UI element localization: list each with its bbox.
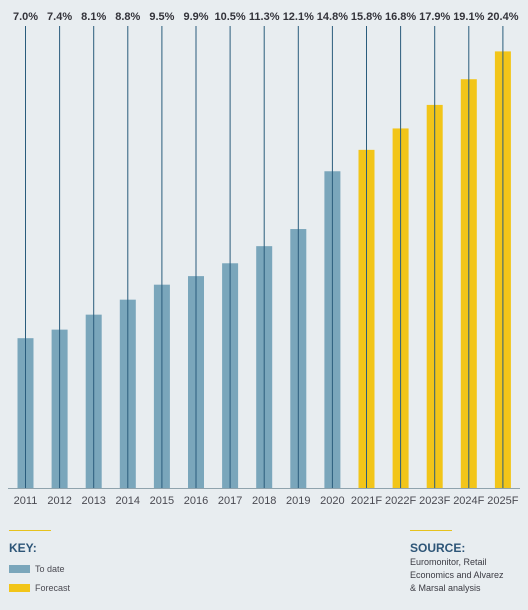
key-label-forecast: Forecast xyxy=(35,583,71,593)
bar-chart: 7.0% 2011 7.4% 2012 8.1% 2013 8.8% 2014 9.5% 2015… xyxy=(8,11,520,507)
value-label-2015: 9.5% xyxy=(149,11,174,23)
x-tick-label-2021F: 2021F xyxy=(351,495,382,507)
x-tick-label-2020: 2020 xyxy=(320,495,344,507)
x-tick-label-2025F: 2025F xyxy=(487,495,518,507)
x-tick-label-2019: 2019 xyxy=(286,495,310,507)
value-label-2018: 11.3% xyxy=(249,11,280,23)
key-item-to-date: To date xyxy=(9,563,65,575)
x-tick-label-2022F: 2022F xyxy=(385,495,416,507)
key-label-to-date: To date xyxy=(35,564,65,574)
x-tick-label-2012: 2012 xyxy=(47,495,71,507)
value-label-2019: 12.1% xyxy=(283,11,314,23)
x-tick-label-2018: 2018 xyxy=(252,495,276,507)
forecast-swatch xyxy=(9,584,30,592)
value-label-2023F: 17.9% xyxy=(419,11,450,23)
value-label-2014: 8.8% xyxy=(115,11,140,23)
x-tick-label-2016: 2016 xyxy=(184,495,208,507)
x-tick-label-2015: 2015 xyxy=(150,495,174,507)
value-label-2025F: 20.4% xyxy=(487,11,518,23)
value-label-2024F: 19.1% xyxy=(453,11,484,23)
value-label-2021F: 15.8% xyxy=(351,11,382,23)
value-label-2013: 8.1% xyxy=(81,11,106,23)
value-label-2022F: 16.8% xyxy=(385,11,416,23)
value-label-2012: 7.4% xyxy=(47,11,72,23)
x-tick-label-2023F: 2023F xyxy=(419,495,450,507)
key-item-forecast: Forecast xyxy=(9,582,70,594)
source-text: Euromonitor, Retail Economics and Alvare… xyxy=(410,557,504,593)
x-tick-label-2011: 2011 xyxy=(14,495,38,507)
key-divider xyxy=(9,530,51,531)
to-date-swatch xyxy=(9,565,30,573)
value-label-2020: 14.8% xyxy=(317,11,348,23)
value-label-2017: 10.5% xyxy=(214,11,245,23)
x-tick-label-2024F: 2024F xyxy=(453,495,484,507)
x-tick-label-2014: 2014 xyxy=(116,495,140,507)
value-label-2016: 9.9% xyxy=(183,11,208,23)
x-tick-label-2013: 2013 xyxy=(81,495,105,507)
x-tick-label-2017: 2017 xyxy=(218,495,242,507)
source-title: SOURCE: xyxy=(410,541,466,555)
source-divider xyxy=(410,530,452,531)
key-title: KEY: xyxy=(9,541,37,555)
value-label-2011: 7.0% xyxy=(13,11,38,23)
